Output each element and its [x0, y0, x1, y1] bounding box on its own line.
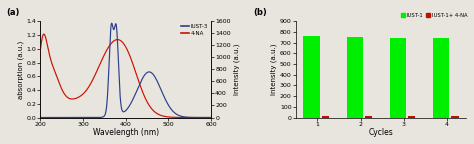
Bar: [365, 116, 372, 118]
Bar: [322, 116, 329, 118]
Legend: IUST-3, 4-NA: IUST-3, 4-NA: [181, 24, 208, 36]
X-axis label: Cycles: Cycles: [369, 128, 393, 137]
Y-axis label: Intensity (a.u.): Intensity (a.u.): [271, 44, 277, 95]
Text: (a): (a): [6, 8, 19, 17]
Y-axis label: absorption (a.u.): absorption (a.u.): [17, 40, 24, 99]
X-axis label: Wavelength (nm): Wavelength (nm): [92, 128, 159, 137]
Bar: [408, 116, 415, 118]
Bar: [433, 38, 449, 118]
Legend: IUST-1, IUST-1+ 4-NA: IUST-1, IUST-1+ 4-NA: [401, 13, 467, 18]
Y-axis label: Intensity (a.u.): Intensity (a.u.): [234, 44, 240, 95]
Bar: [346, 37, 363, 118]
Bar: [303, 36, 319, 118]
Bar: [451, 116, 459, 118]
Bar: [390, 38, 406, 118]
Text: (b): (b): [253, 8, 267, 17]
